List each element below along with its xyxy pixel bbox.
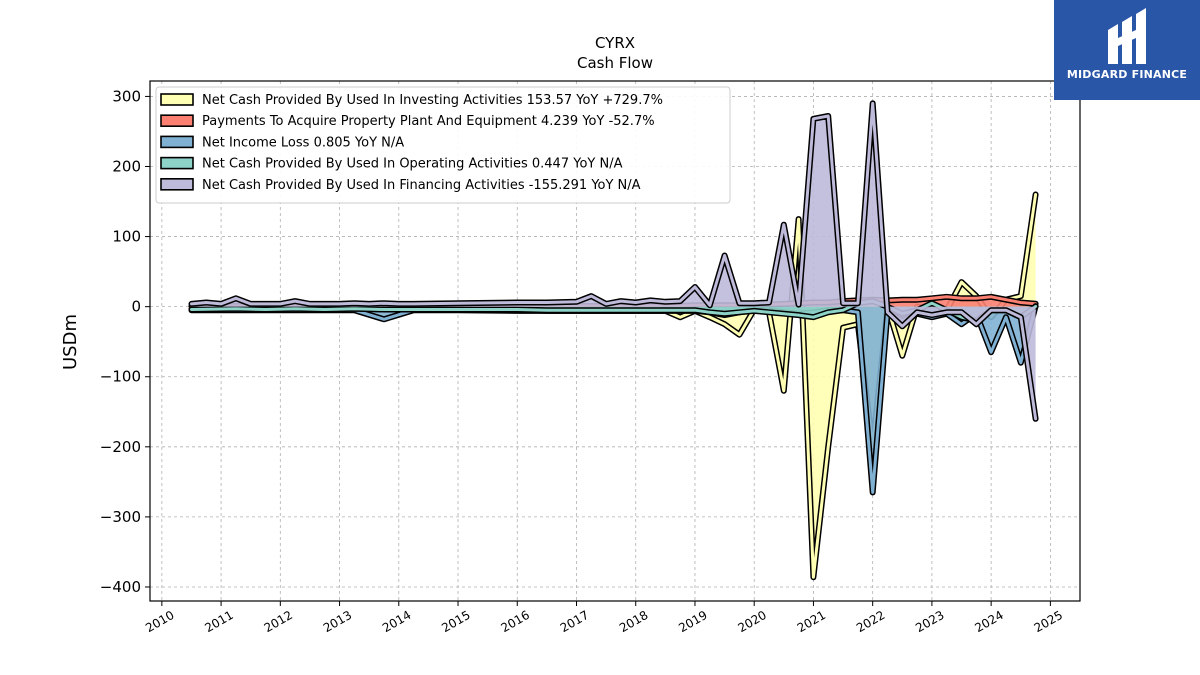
x-tick-label: 2012 xyxy=(262,608,295,635)
legend-box xyxy=(155,86,731,204)
series-areas xyxy=(188,100,1039,581)
x-tick-label: 2025 xyxy=(1032,608,1065,635)
y-tick-label: 0 xyxy=(131,298,141,316)
x-tick-label: 2013 xyxy=(321,608,354,635)
legend-entry: Payments To Acquire Property Plant And E… xyxy=(202,114,655,129)
x-tick-label: 2019 xyxy=(676,608,709,635)
x-tick-label: 2017 xyxy=(558,608,591,635)
x-tick-label: 2021 xyxy=(795,608,828,635)
y-tick-label: 100 xyxy=(112,228,141,246)
x-tick-label: 2018 xyxy=(617,608,650,635)
y-tick-label: −300 xyxy=(100,508,141,526)
y-tick-label: 300 xyxy=(112,87,141,105)
legend-swatch xyxy=(160,156,194,170)
y-tick-label: −400 xyxy=(100,578,141,596)
x-tick-label: 2020 xyxy=(735,608,768,635)
x-tick-label: 2011 xyxy=(202,608,235,635)
chart-subtitle: Cash Flow xyxy=(577,54,653,72)
x-tick-label: 2014 xyxy=(380,608,413,635)
legend-entry: Net Cash Provided By Used In Financing A… xyxy=(202,178,641,193)
brand-name: MIDGARD FINANCE xyxy=(1066,68,1188,81)
x-tick-label: 2015 xyxy=(439,608,472,635)
midgard-logo-icon xyxy=(1108,8,1146,64)
series-group xyxy=(188,100,1039,422)
x-tick-label: 2024 xyxy=(972,608,1005,635)
midgard-finance-logo: MIDGARD FINANCE xyxy=(1054,0,1200,100)
y-tick-label: −100 xyxy=(100,368,141,386)
legend: Net Cash Provided By Used In Investing A… xyxy=(155,86,731,204)
legend-entry: Net Cash Provided By Used In Investing A… xyxy=(202,93,663,108)
legend-swatch xyxy=(160,93,194,106)
legend-swatch xyxy=(160,135,194,149)
y-tick-label: 200 xyxy=(112,157,141,175)
x-tick-label: 2016 xyxy=(499,608,532,635)
series-line xyxy=(190,101,1038,421)
legend-swatch xyxy=(160,114,194,127)
x-tick-label: 2023 xyxy=(913,608,946,635)
x-tick-label: 2010 xyxy=(143,608,176,635)
chart-title: CYRX xyxy=(595,34,635,52)
y-axis-label: USDm xyxy=(60,314,81,370)
series-line xyxy=(190,193,1038,579)
legend-entry: Net Cash Provided By Used In Operating A… xyxy=(202,157,623,172)
legend-swatch xyxy=(160,178,194,191)
x-tick-label: 2022 xyxy=(854,608,887,635)
plot-frame xyxy=(149,80,1081,602)
series-line-outline xyxy=(188,191,1039,581)
legend-entry: Net Income Loss 0.805 YoY N/A xyxy=(202,135,404,150)
series-area xyxy=(191,194,1036,578)
series-area xyxy=(191,103,1036,419)
y-tick-label: −200 xyxy=(100,438,141,456)
series-group xyxy=(188,191,1039,581)
